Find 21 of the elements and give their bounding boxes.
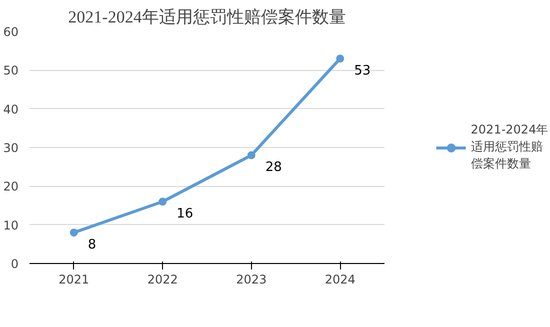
y-tick-label: 60 <box>3 25 19 39</box>
x-tick-label: 2021 <box>58 272 90 286</box>
x-tick-label: 2022 <box>147 272 178 286</box>
y-tick-label: 0 <box>10 257 19 271</box>
point <box>247 151 256 160</box>
y-tick-label: 20 <box>3 180 19 194</box>
y-tick-label: 10 <box>3 218 19 232</box>
x-tick-label: 2024 <box>324 272 356 286</box>
point <box>158 198 167 206</box>
data-label: 16 <box>176 206 194 222</box>
data-label: 8 <box>88 238 96 253</box>
point <box>70 228 78 237</box>
y-tick-label: 50 <box>3 64 19 78</box>
y-tick-label: 30 <box>3 141 19 155</box>
x-tick-label: 2023 <box>236 272 267 286</box>
data-label: 53 <box>354 64 371 79</box>
point <box>336 54 344 63</box>
y-tick-label: 40 <box>3 102 19 116</box>
data-label: 28 <box>265 160 282 176</box>
legend-label: 2021-2024年适用惩罚性赔偿案件数量 <box>470 122 548 172</box>
chart-title: 2021-2024年适用惩罚性赔偿案件数量 <box>68 8 346 26</box>
